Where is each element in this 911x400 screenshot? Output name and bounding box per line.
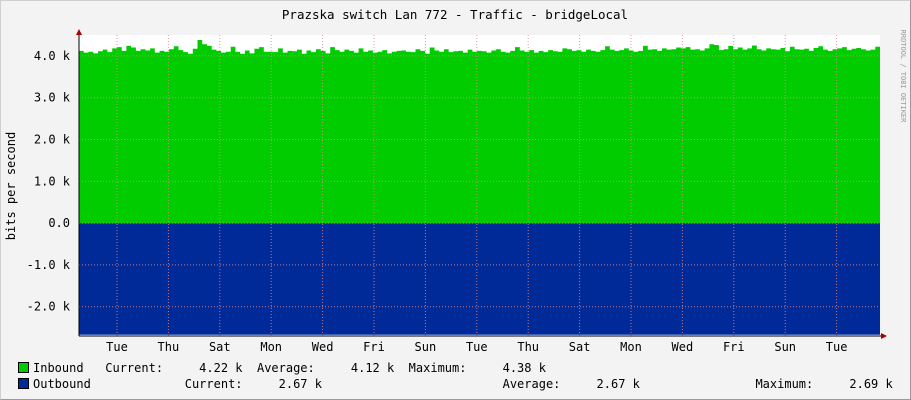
- outbound-legend-swatch: [18, 378, 29, 389]
- inbound-legend-text: Inbound Current: 4.22 k Average: 4.12 k …: [33, 361, 546, 375]
- y-tick-label: 1.0 k: [34, 174, 71, 188]
- plot-area: [76, 29, 887, 339]
- x-tick-label: Sat: [209, 340, 231, 354]
- y-tick-label: 0.0: [48, 216, 70, 230]
- y-axis-ticks: 4.0 k 3.0 k 2.0 k 1.0 k 0.0 -1.0 k -2.0 k: [27, 49, 71, 314]
- x-tick-label: Sun: [774, 340, 796, 354]
- x-tick-label: Wed: [672, 340, 694, 354]
- x-tick-label: Mon: [620, 340, 642, 354]
- y-tick-label: 4.0 k: [34, 49, 71, 63]
- y-tick-label: 3.0 k: [34, 91, 71, 105]
- x-tick-label: Tue: [106, 340, 128, 354]
- chart-title: Prazska switch Lan 772 - Traffic - bridg…: [282, 7, 628, 22]
- x-tick-label: Wed: [312, 340, 334, 354]
- x-axis-arrow: [881, 333, 887, 339]
- y-tick-label: 2.0 k: [34, 133, 71, 147]
- x-tick-label: Fri: [363, 340, 385, 354]
- x-axis-ticks: Tue Thu Sat Mon Wed Fri Sun Tue Thu Sat Mon Wed Fri S…: [106, 340, 847, 354]
- x-tick-label: Thu: [158, 340, 180, 354]
- inbound-legend-swatch: [18, 362, 29, 373]
- outbound-legend-text: Outbound Current: 2.67 k Average: 2.67 k…: [33, 377, 893, 391]
- x-tick-label: Mon: [260, 340, 282, 354]
- x-tick-label: Tue: [466, 340, 488, 354]
- y-axis-label: bits per second: [4, 132, 18, 240]
- x-tick-label: Fri: [723, 340, 745, 354]
- x-tick-label: Thu: [517, 340, 539, 354]
- y-axis-arrow: [76, 29, 82, 35]
- x-tick-label: Tue: [826, 340, 848, 354]
- outbound-area: [79, 223, 880, 335]
- y-tick-label: -1.0 k: [27, 258, 71, 272]
- inbound-area: [79, 40, 880, 224]
- x-tick-label: Sat: [569, 340, 591, 354]
- y-tick-label: -2.0 k: [27, 300, 71, 314]
- rrdtool-watermark: RRDTOOL / TOBI OETIKER: [899, 30, 907, 124]
- x-tick-label: Sun: [415, 340, 437, 354]
